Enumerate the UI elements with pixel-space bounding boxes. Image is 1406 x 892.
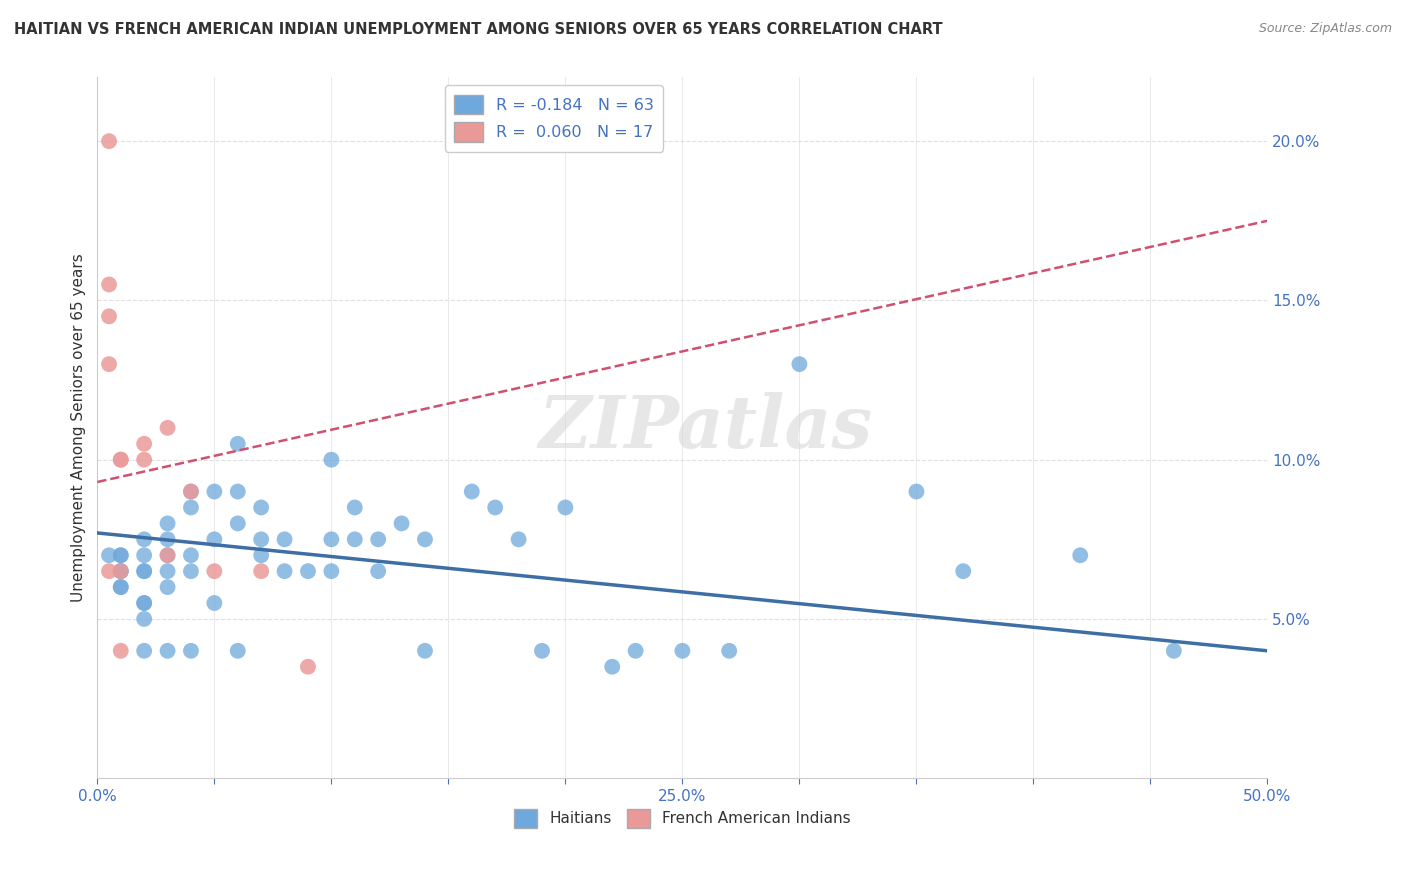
Point bbox=[484, 500, 506, 515]
Point bbox=[226, 484, 249, 499]
Point bbox=[134, 612, 156, 626]
Point bbox=[180, 484, 202, 499]
Point bbox=[343, 533, 366, 547]
Point bbox=[367, 533, 389, 547]
Point bbox=[156, 548, 179, 562]
Y-axis label: Unemployment Among Seniors over 65 years: Unemployment Among Seniors over 65 years bbox=[72, 253, 86, 602]
Point bbox=[202, 564, 225, 578]
Point bbox=[134, 564, 156, 578]
Point bbox=[789, 357, 811, 371]
Point bbox=[98, 564, 121, 578]
Point bbox=[343, 500, 366, 515]
Point bbox=[718, 644, 741, 658]
Point bbox=[134, 596, 156, 610]
Point bbox=[134, 596, 156, 610]
Legend: Haitians, French American Indians: Haitians, French American Indians bbox=[508, 803, 856, 834]
Point bbox=[321, 452, 343, 467]
Point bbox=[110, 548, 132, 562]
Point bbox=[156, 564, 179, 578]
Point bbox=[413, 533, 436, 547]
Point bbox=[905, 484, 928, 499]
Point bbox=[391, 516, 413, 531]
Point bbox=[110, 452, 132, 467]
Point bbox=[98, 310, 121, 324]
Point bbox=[226, 436, 249, 450]
Point bbox=[250, 533, 273, 547]
Point bbox=[1163, 644, 1185, 658]
Point bbox=[508, 533, 530, 547]
Point bbox=[250, 548, 273, 562]
Point bbox=[202, 596, 225, 610]
Point bbox=[530, 644, 553, 658]
Point bbox=[110, 548, 132, 562]
Point bbox=[156, 644, 179, 658]
Point bbox=[180, 500, 202, 515]
Point bbox=[110, 580, 132, 594]
Text: Source: ZipAtlas.com: Source: ZipAtlas.com bbox=[1258, 22, 1392, 36]
Point bbox=[250, 500, 273, 515]
Point bbox=[226, 644, 249, 658]
Point bbox=[98, 277, 121, 292]
Point bbox=[297, 564, 319, 578]
Point bbox=[98, 134, 121, 148]
Point bbox=[156, 421, 179, 435]
Point bbox=[134, 452, 156, 467]
Point bbox=[273, 533, 295, 547]
Point bbox=[671, 644, 693, 658]
Point bbox=[134, 564, 156, 578]
Point bbox=[110, 452, 132, 467]
Point bbox=[1069, 548, 1091, 562]
Point bbox=[134, 533, 156, 547]
Point bbox=[461, 484, 484, 499]
Point bbox=[110, 564, 132, 578]
Point bbox=[110, 644, 132, 658]
Point bbox=[250, 564, 273, 578]
Point bbox=[321, 533, 343, 547]
Point bbox=[554, 500, 576, 515]
Text: HAITIAN VS FRENCH AMERICAN INDIAN UNEMPLOYMENT AMONG SENIORS OVER 65 YEARS CORRE: HAITIAN VS FRENCH AMERICAN INDIAN UNEMPL… bbox=[14, 22, 942, 37]
Point bbox=[202, 533, 225, 547]
Point bbox=[156, 533, 179, 547]
Point bbox=[202, 484, 225, 499]
Point bbox=[98, 548, 121, 562]
Point bbox=[226, 516, 249, 531]
Point bbox=[180, 644, 202, 658]
Point bbox=[180, 548, 202, 562]
Point bbox=[156, 548, 179, 562]
Point bbox=[110, 564, 132, 578]
Point bbox=[134, 436, 156, 450]
Text: ZIPatlas: ZIPatlas bbox=[538, 392, 873, 463]
Point bbox=[156, 580, 179, 594]
Point bbox=[624, 644, 647, 658]
Point bbox=[134, 548, 156, 562]
Point bbox=[952, 564, 974, 578]
Point bbox=[98, 357, 121, 371]
Point bbox=[110, 564, 132, 578]
Point bbox=[273, 564, 295, 578]
Point bbox=[156, 516, 179, 531]
Point bbox=[134, 644, 156, 658]
Point bbox=[321, 564, 343, 578]
Point bbox=[110, 580, 132, 594]
Point bbox=[180, 564, 202, 578]
Point bbox=[413, 644, 436, 658]
Point bbox=[600, 659, 623, 673]
Point bbox=[297, 659, 319, 673]
Point bbox=[180, 484, 202, 499]
Point bbox=[367, 564, 389, 578]
